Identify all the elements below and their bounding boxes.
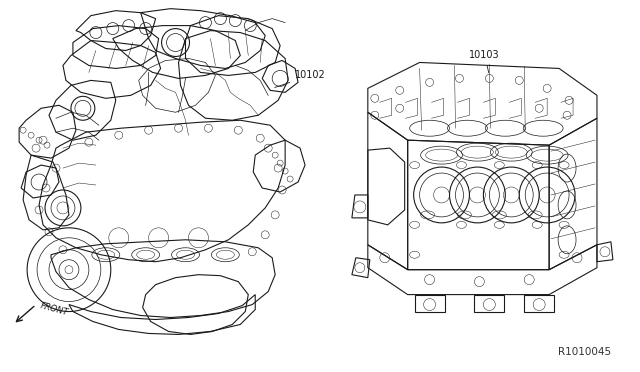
- Text: R1010045: R1010045: [558, 347, 611, 357]
- Text: 10102: 10102: [275, 70, 326, 87]
- Text: 10103: 10103: [469, 51, 500, 73]
- Text: FRONT: FRONT: [39, 302, 69, 318]
